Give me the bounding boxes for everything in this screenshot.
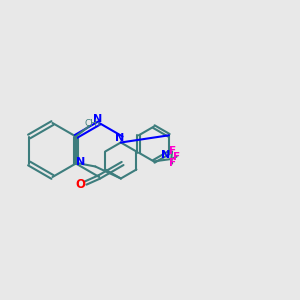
Text: N: N [115, 133, 124, 143]
Text: N: N [161, 150, 170, 160]
Text: F: F [169, 158, 176, 169]
Text: CH₃: CH₃ [85, 119, 101, 128]
Text: N: N [76, 157, 85, 167]
Text: O: O [75, 178, 85, 191]
Text: N: N [93, 113, 102, 124]
Text: F: F [169, 146, 176, 157]
Text: F: F [173, 152, 180, 162]
